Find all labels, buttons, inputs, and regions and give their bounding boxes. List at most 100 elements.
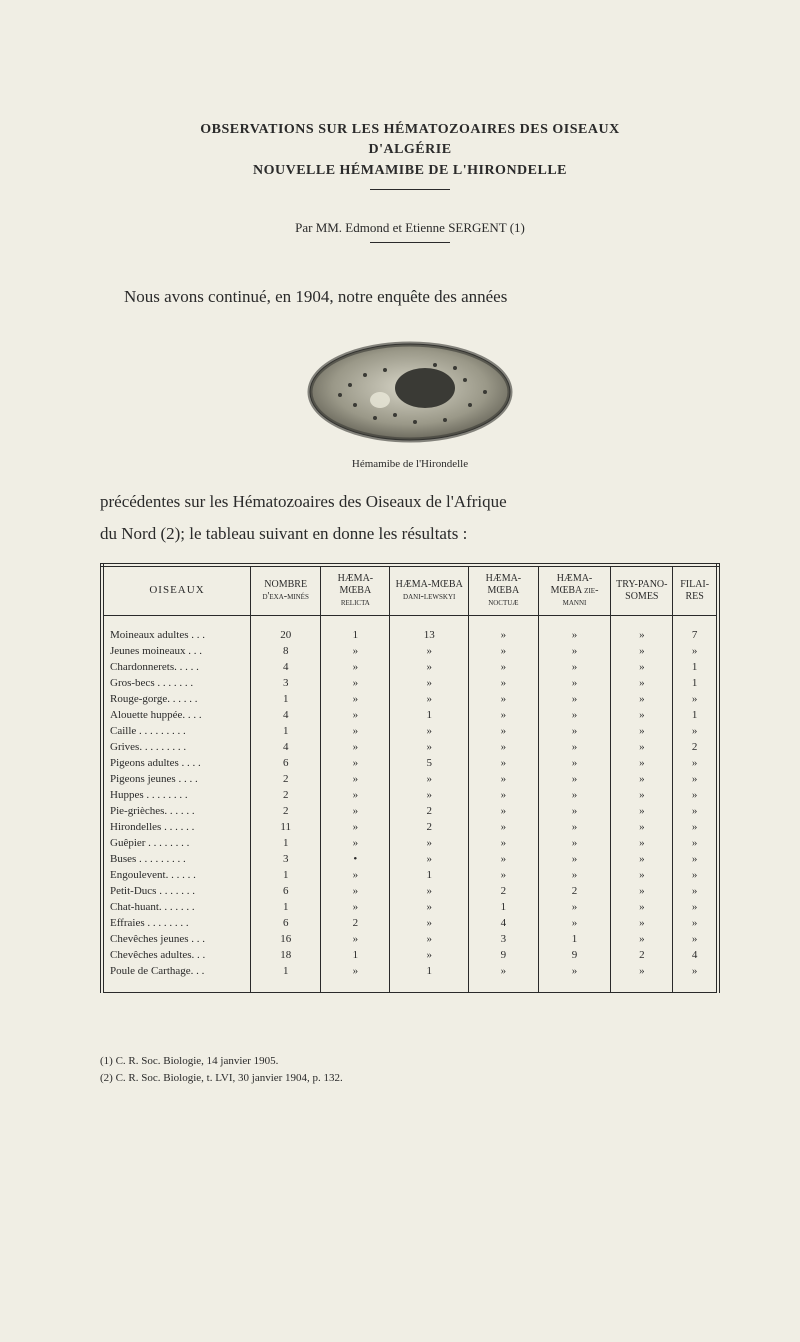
col-filaires: FILAI-RES	[673, 565, 718, 616]
cell-value: »	[469, 724, 539, 740]
data-table: OISEAUX NOMBRE d'exa-minés HÆMA-MŒBA rel…	[100, 563, 720, 993]
cell-value: 6	[251, 884, 321, 900]
cell-value: »	[390, 772, 469, 788]
paragraph-2a: précédentes sur les Hématozoaires des Oi…	[100, 488, 720, 515]
table-row: Hirondelles . . . . . .11»2»»»»	[102, 820, 718, 836]
row-label: Pie-grièches. . . . . .	[102, 804, 251, 820]
cell-value: 2	[673, 740, 718, 756]
cell-value: »	[390, 932, 469, 948]
cell-value: »	[321, 644, 390, 660]
cell-value: »	[469, 628, 539, 644]
title-line-2: D'ALGÉRIE	[100, 140, 720, 160]
cell-value: »	[673, 820, 718, 836]
cell-value: 1	[390, 868, 469, 884]
cell-value: 1	[251, 692, 321, 708]
figure	[100, 330, 720, 450]
author-rule	[370, 242, 450, 243]
cell-value: »	[390, 692, 469, 708]
cell-value: »	[321, 884, 390, 900]
cell-value: »	[611, 628, 673, 644]
cell-value: »	[321, 740, 390, 756]
cell-value: 3	[251, 852, 321, 868]
cell-value: 1	[673, 676, 718, 692]
cell-value: »	[469, 660, 539, 676]
cell-value: »	[390, 836, 469, 852]
cell-value: »	[469, 772, 539, 788]
cell-value: »	[673, 804, 718, 820]
row-label: Grives. . . . . . . . .	[102, 740, 251, 756]
cell-value: »	[390, 724, 469, 740]
cell-value: 4	[251, 660, 321, 676]
cell-value: »	[611, 868, 673, 884]
row-label: Alouette huppée. . . .	[102, 708, 251, 724]
cell-value: »	[611, 772, 673, 788]
row-label: Guêpier . . . . . . . .	[102, 836, 251, 852]
table-row: Moineaux adultes . . .20113»»»7	[102, 628, 718, 644]
cell-value: 13	[390, 628, 469, 644]
col-oiseaux: OISEAUX	[102, 565, 251, 616]
cell-value: 6	[251, 916, 321, 932]
cell-value: »	[321, 692, 390, 708]
row-label: Moineaux adultes . . .	[102, 628, 251, 644]
cell-value: 3	[251, 676, 321, 692]
table-row: Poule de Carthage. . .1»1»»»»	[102, 964, 718, 980]
cell-value: 16	[251, 932, 321, 948]
cell-value: »	[390, 916, 469, 932]
table-row: Chardonnerets. . . . .4»»»»»1	[102, 660, 718, 676]
cell-value: 1	[321, 948, 390, 964]
cell-value: 7	[673, 628, 718, 644]
cell-value: 1	[469, 900, 539, 916]
row-label: Chat-huant. . . . . . .	[102, 900, 251, 916]
cell-value: 9	[469, 948, 539, 964]
row-label: Huppes . . . . . . . .	[102, 788, 251, 804]
cell-value: »	[390, 644, 469, 660]
cell-value: »	[611, 852, 673, 868]
footnote-1: (1) C. R. Soc. Biologie, 14 janvier 1905…	[100, 1053, 720, 1071]
cell-value: »	[611, 756, 673, 772]
cell-value: »	[611, 932, 673, 948]
cell-value: »	[321, 756, 390, 772]
cell-value: »	[469, 868, 539, 884]
cell-value: 2	[390, 820, 469, 836]
cell-value: »	[538, 660, 611, 676]
cell-value: 1	[321, 628, 390, 644]
cell-value: »	[538, 740, 611, 756]
figure-caption: Hémamibe de l'Hirondelle	[100, 458, 720, 470]
cell-value: »	[321, 868, 390, 884]
cell-value: 1	[251, 836, 321, 852]
cell-value: 1	[538, 932, 611, 948]
cell-value: »	[611, 836, 673, 852]
cell-value: 18	[251, 948, 321, 964]
row-label: Pigeons adultes . . . .	[102, 756, 251, 772]
title-line-3: NOUVELLE HÉMAMIBE DE L'HIRONDELLE	[100, 163, 720, 179]
table-row: Petit-Ducs . . . . . . .6»»22»»	[102, 884, 718, 900]
cell-value: 4	[673, 948, 718, 964]
cell-value: »	[538, 708, 611, 724]
table-row: Caille . . . . . . . . .1»»»»»»	[102, 724, 718, 740]
cell-value: »	[469, 676, 539, 692]
cell-value: »	[611, 916, 673, 932]
cell-value: »	[390, 948, 469, 964]
author-line: Par MM. Edmond et Etienne SERGENT (1)	[100, 220, 720, 236]
cell-value: »	[611, 644, 673, 660]
row-label: Chevêches jeunes . . .	[102, 932, 251, 948]
row-label: Chardonnerets. . . . .	[102, 660, 251, 676]
cell-value: 9	[538, 948, 611, 964]
col-relicta: HÆMA-MŒBA relicta	[321, 565, 390, 616]
cell-value: »	[538, 788, 611, 804]
cell-value: »	[538, 916, 611, 932]
footnotes: (1) C. R. Soc. Biologie, 14 janvier 1905…	[100, 1053, 720, 1088]
cell-value: 3	[469, 932, 539, 948]
cell-value: »	[321, 804, 390, 820]
cell-value: »	[321, 724, 390, 740]
col-ziemanni: HÆMA-MŒBA zie-manni	[538, 565, 611, 616]
cell-value: 1	[673, 708, 718, 724]
cell-value: »	[673, 852, 718, 868]
cell-value: »	[469, 852, 539, 868]
cell-value: 1	[251, 964, 321, 980]
table-row: Pigeons jeunes . . . .2»»»»»»	[102, 772, 718, 788]
table-row: Chevêches adultes. . .181»9924	[102, 948, 718, 964]
cell-value: »	[538, 676, 611, 692]
cell-value: »	[538, 772, 611, 788]
cell-value: »	[611, 964, 673, 980]
